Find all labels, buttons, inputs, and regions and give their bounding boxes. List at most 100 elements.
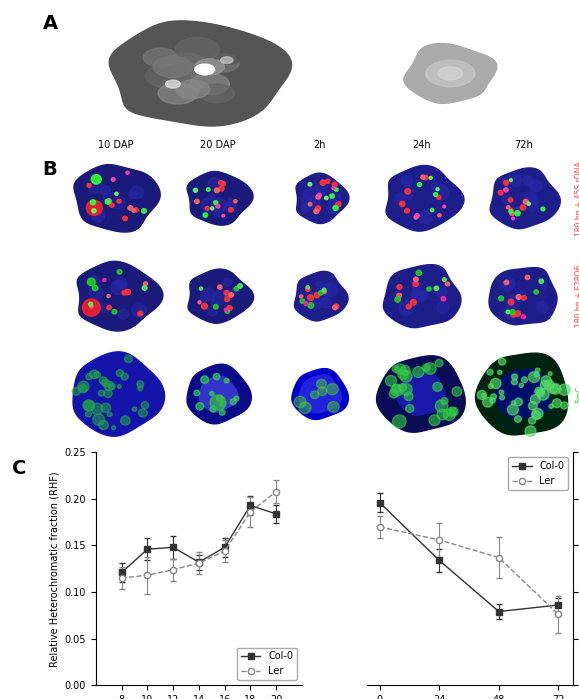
Circle shape	[134, 208, 138, 212]
Circle shape	[515, 416, 521, 422]
Circle shape	[141, 208, 146, 213]
Circle shape	[510, 310, 515, 315]
Circle shape	[199, 287, 203, 290]
Circle shape	[317, 380, 327, 389]
Circle shape	[88, 275, 100, 287]
Circle shape	[153, 56, 192, 78]
Circle shape	[211, 199, 226, 212]
Circle shape	[477, 391, 486, 400]
Circle shape	[416, 271, 422, 275]
Circle shape	[507, 206, 510, 209]
Circle shape	[417, 182, 422, 187]
Circle shape	[92, 285, 98, 291]
Polygon shape	[77, 261, 163, 331]
Circle shape	[522, 315, 526, 319]
Circle shape	[404, 392, 413, 401]
Circle shape	[166, 80, 180, 88]
Circle shape	[406, 405, 414, 412]
Circle shape	[333, 206, 338, 210]
Circle shape	[438, 67, 463, 80]
Polygon shape	[397, 373, 446, 415]
Circle shape	[314, 292, 320, 298]
Circle shape	[118, 384, 122, 389]
Circle shape	[225, 296, 230, 301]
Circle shape	[84, 401, 94, 410]
Circle shape	[305, 292, 320, 306]
Circle shape	[316, 206, 321, 210]
Circle shape	[194, 390, 200, 396]
Circle shape	[389, 389, 398, 398]
Circle shape	[539, 279, 544, 283]
Circle shape	[218, 285, 222, 289]
Circle shape	[397, 294, 401, 298]
Circle shape	[90, 305, 93, 308]
Circle shape	[101, 403, 111, 412]
Circle shape	[82, 299, 100, 316]
Circle shape	[413, 282, 418, 287]
Circle shape	[488, 384, 493, 389]
Circle shape	[395, 364, 405, 375]
Circle shape	[442, 278, 446, 281]
Circle shape	[548, 372, 552, 375]
Circle shape	[219, 180, 223, 185]
Polygon shape	[299, 375, 341, 413]
Circle shape	[550, 384, 561, 394]
Circle shape	[128, 206, 133, 210]
Circle shape	[437, 301, 449, 313]
Circle shape	[523, 176, 533, 186]
Circle shape	[107, 294, 110, 298]
Circle shape	[400, 201, 405, 207]
Circle shape	[91, 209, 105, 222]
Circle shape	[415, 214, 419, 217]
Circle shape	[211, 207, 214, 210]
Circle shape	[142, 286, 147, 290]
Circle shape	[87, 278, 96, 286]
Circle shape	[318, 387, 327, 396]
Circle shape	[116, 370, 123, 377]
Polygon shape	[386, 166, 464, 231]
Circle shape	[497, 370, 502, 375]
Circle shape	[238, 284, 243, 288]
Circle shape	[122, 290, 127, 295]
Circle shape	[318, 291, 323, 295]
Circle shape	[229, 293, 233, 297]
Circle shape	[507, 405, 518, 415]
Circle shape	[523, 199, 528, 204]
Circle shape	[327, 204, 336, 213]
Circle shape	[91, 175, 101, 184]
Circle shape	[498, 190, 503, 195]
Text: 5mC: 5mC	[575, 385, 579, 403]
Circle shape	[96, 212, 104, 221]
Circle shape	[100, 377, 107, 384]
Circle shape	[511, 401, 515, 405]
Circle shape	[193, 188, 197, 192]
Polygon shape	[376, 356, 465, 432]
Circle shape	[232, 288, 239, 295]
Circle shape	[311, 391, 319, 398]
Circle shape	[107, 199, 111, 203]
Text: 180 bp + 45S rDNA: 180 bp + 45S rDNA	[575, 161, 579, 236]
Circle shape	[436, 188, 439, 191]
Circle shape	[306, 287, 310, 291]
Circle shape	[559, 384, 570, 395]
Polygon shape	[383, 265, 461, 328]
Circle shape	[502, 278, 515, 290]
Circle shape	[98, 390, 104, 396]
Circle shape	[504, 280, 509, 284]
Circle shape	[537, 301, 548, 312]
Circle shape	[392, 366, 399, 373]
Circle shape	[87, 183, 91, 187]
Circle shape	[444, 409, 456, 421]
Circle shape	[490, 398, 496, 403]
Polygon shape	[187, 171, 253, 225]
Circle shape	[229, 205, 236, 211]
Text: A: A	[43, 14, 58, 33]
Circle shape	[426, 60, 475, 87]
Circle shape	[137, 381, 144, 387]
Circle shape	[435, 400, 448, 412]
Circle shape	[412, 282, 421, 291]
Circle shape	[89, 302, 93, 306]
Circle shape	[322, 288, 326, 292]
Circle shape	[450, 408, 458, 416]
Circle shape	[129, 190, 137, 199]
